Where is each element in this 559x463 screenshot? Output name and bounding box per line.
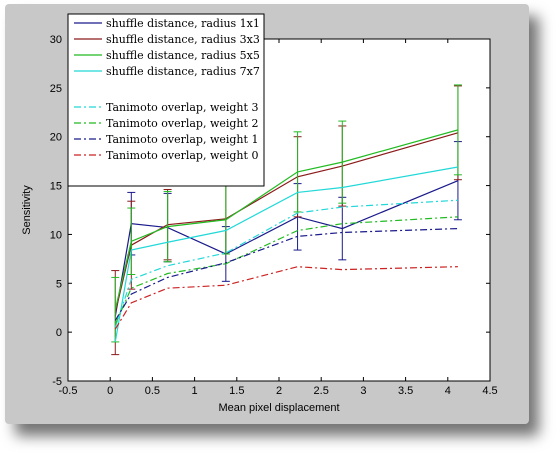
x-tick-label: 2 <box>276 385 282 397</box>
legend-label: shuffle distance, radius 7x7 <box>106 65 260 78</box>
x-tick-label: 1 <box>192 385 198 397</box>
x-tick-label: 4.5 <box>482 385 497 397</box>
series-line-7 <box>114 227 458 321</box>
legend-box <box>67 13 265 187</box>
x-tick-label: -0.5 <box>59 385 78 397</box>
x-tick-label: 0.5 <box>145 385 160 397</box>
y-tick-label: 15 <box>50 181 62 193</box>
x-tick-label: 4 <box>445 385 451 397</box>
y-tick-label: 30 <box>50 34 62 46</box>
legend-label: shuffle distance, radius 3x3 <box>106 33 260 46</box>
legend-label: Tanimoto overlap, weight 0 <box>106 149 258 162</box>
x-tick-label: 3 <box>360 385 366 397</box>
legend: shuffle distance, radius 1x1 shuffle dist… <box>67 13 265 187</box>
series-line-8 <box>114 266 458 330</box>
x-tick-label: 3.5 <box>398 385 413 397</box>
y-tick-label: 25 <box>50 83 62 95</box>
x-tick-label: 0 <box>107 385 113 397</box>
legend-label: shuffle distance, radius 1x1 <box>106 17 260 30</box>
legend-label: shuffle distance, radius 5x5 <box>106 49 260 62</box>
y-tick-label: 20 <box>50 132 62 144</box>
y-tick-label: 5 <box>56 278 62 290</box>
series-line-5 <box>114 199 458 328</box>
y-tick-label: -5 <box>52 376 62 388</box>
series-line-4 <box>114 166 459 343</box>
series-line-6 <box>114 216 458 325</box>
legend-label: Tanimoto overlap, weight 2 <box>106 117 258 130</box>
y-tick-label: 0 <box>56 327 62 339</box>
x-tick-label: 1.5 <box>229 385 244 397</box>
x-tick-label: 2.5 <box>314 385 329 397</box>
x-axis-label: Mean pixel displacement <box>218 402 339 414</box>
legend-label: Tanimoto overlap, weight 3 <box>106 101 258 114</box>
y-axis-label: Sensitivity <box>21 185 33 235</box>
y-tick-label: 10 <box>50 229 62 241</box>
legend-label: Tanimoto overlap, weight 1 <box>106 133 258 146</box>
